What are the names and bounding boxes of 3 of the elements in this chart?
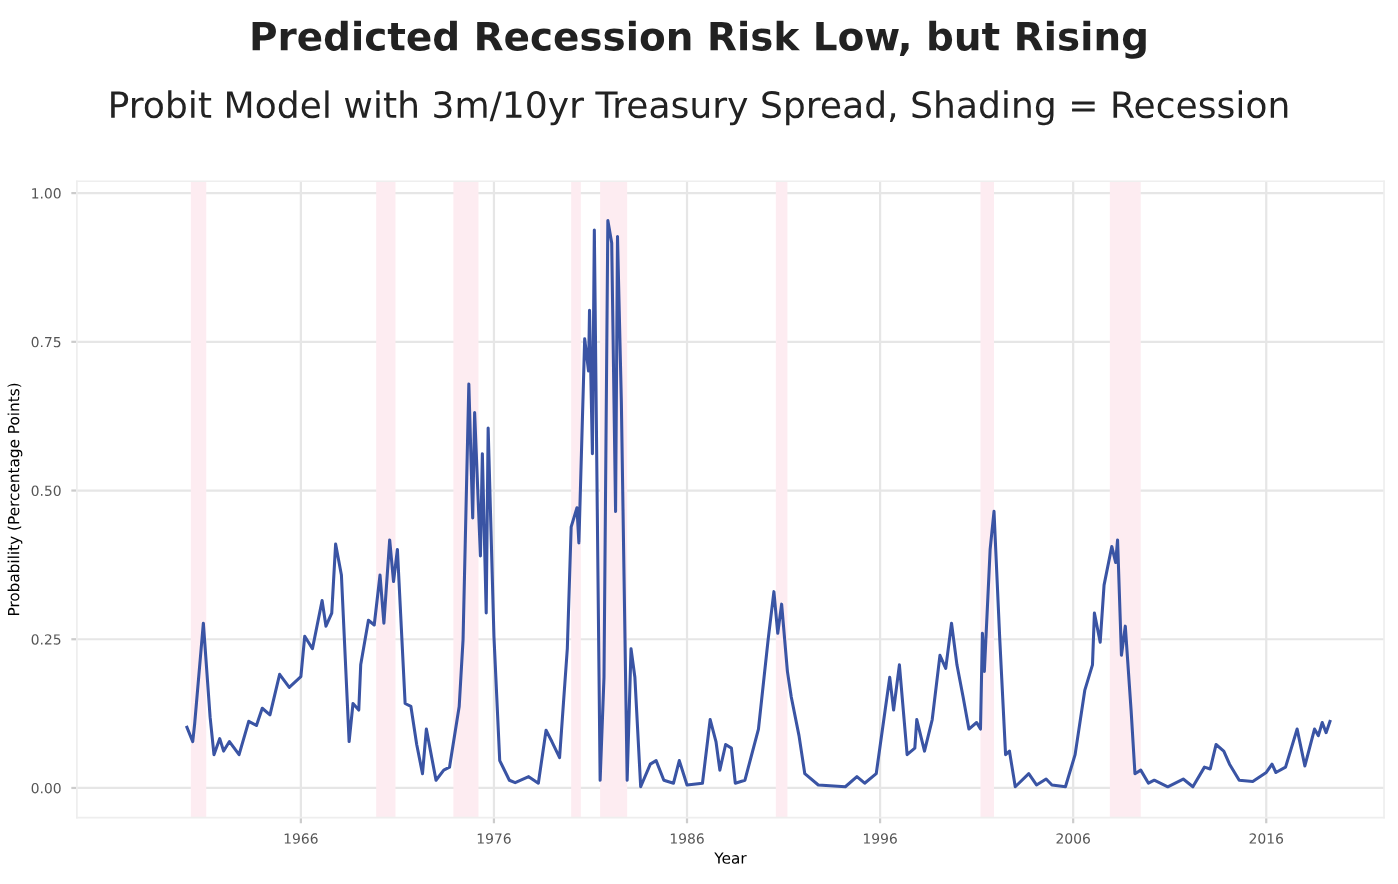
line-series xyxy=(185,218,1332,789)
chart-title: Predicted Recession Risk Low, but Rising xyxy=(252,20,1146,59)
chart-subtitle: Probit Model with 3m/10yr Treasury Spread, Shading = Recession xyxy=(111,90,1288,126)
